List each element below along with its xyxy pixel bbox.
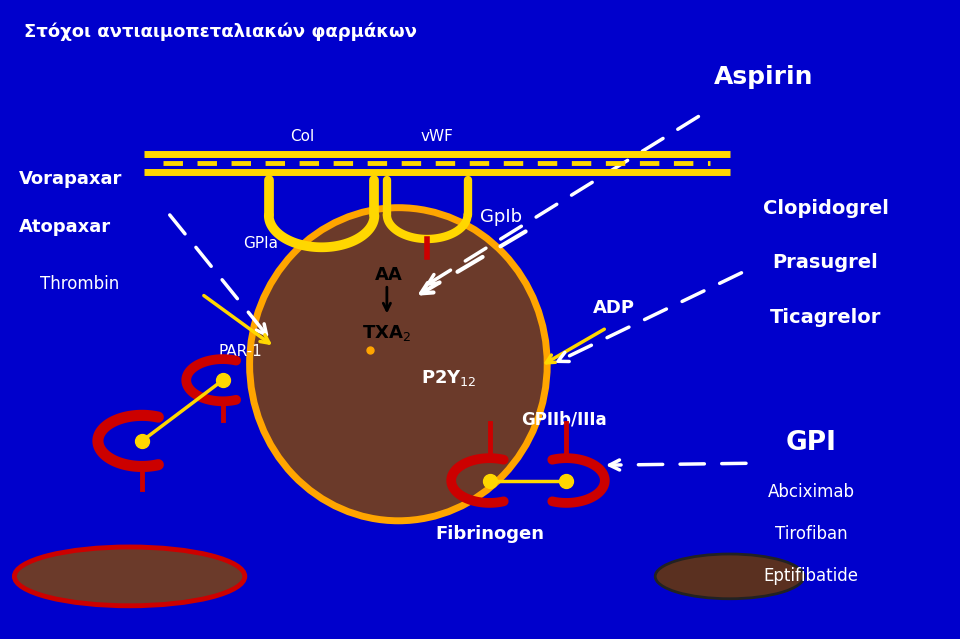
Text: Col: Col [290,129,315,144]
Text: Eptifibatide: Eptifibatide [764,567,858,585]
Text: Fibrinogen: Fibrinogen [435,525,544,543]
Text: GPI: GPI [786,431,836,456]
Ellipse shape [250,208,547,521]
Text: Ticagrelor: Ticagrelor [770,308,881,327]
Text: Aspirin: Aspirin [713,65,813,89]
Text: Atopaxar: Atopaxar [19,218,111,236]
Text: Prasugrel: Prasugrel [773,254,878,272]
Text: Thrombin: Thrombin [40,275,120,293]
Text: Tirofiban: Tirofiban [775,525,848,543]
Text: TXA$_2$: TXA$_2$ [362,323,412,343]
Text: Clopidogrel: Clopidogrel [762,199,889,218]
Text: vWF: vWF [420,129,453,144]
Text: PAR-1: PAR-1 [218,344,262,359]
Text: GpIb: GpIb [480,208,522,226]
Ellipse shape [655,554,804,599]
Text: AA: AA [375,266,402,284]
Text: GPIa: GPIa [244,236,278,251]
Ellipse shape [14,547,245,606]
Text: Abciximab: Abciximab [768,482,854,500]
Text: Στόχοι αντιαιμοπεταλιακών φαρμάκων: Στόχοι αντιαιμοπεταλιακών φαρμάκων [24,22,417,41]
Text: Vorapaxar: Vorapaxar [19,170,123,188]
Text: ADP: ADP [593,299,636,317]
Text: P2Y$_{12}$: P2Y$_{12}$ [421,368,477,389]
Text: GPIIb/IIIa: GPIIb/IIIa [521,410,607,428]
